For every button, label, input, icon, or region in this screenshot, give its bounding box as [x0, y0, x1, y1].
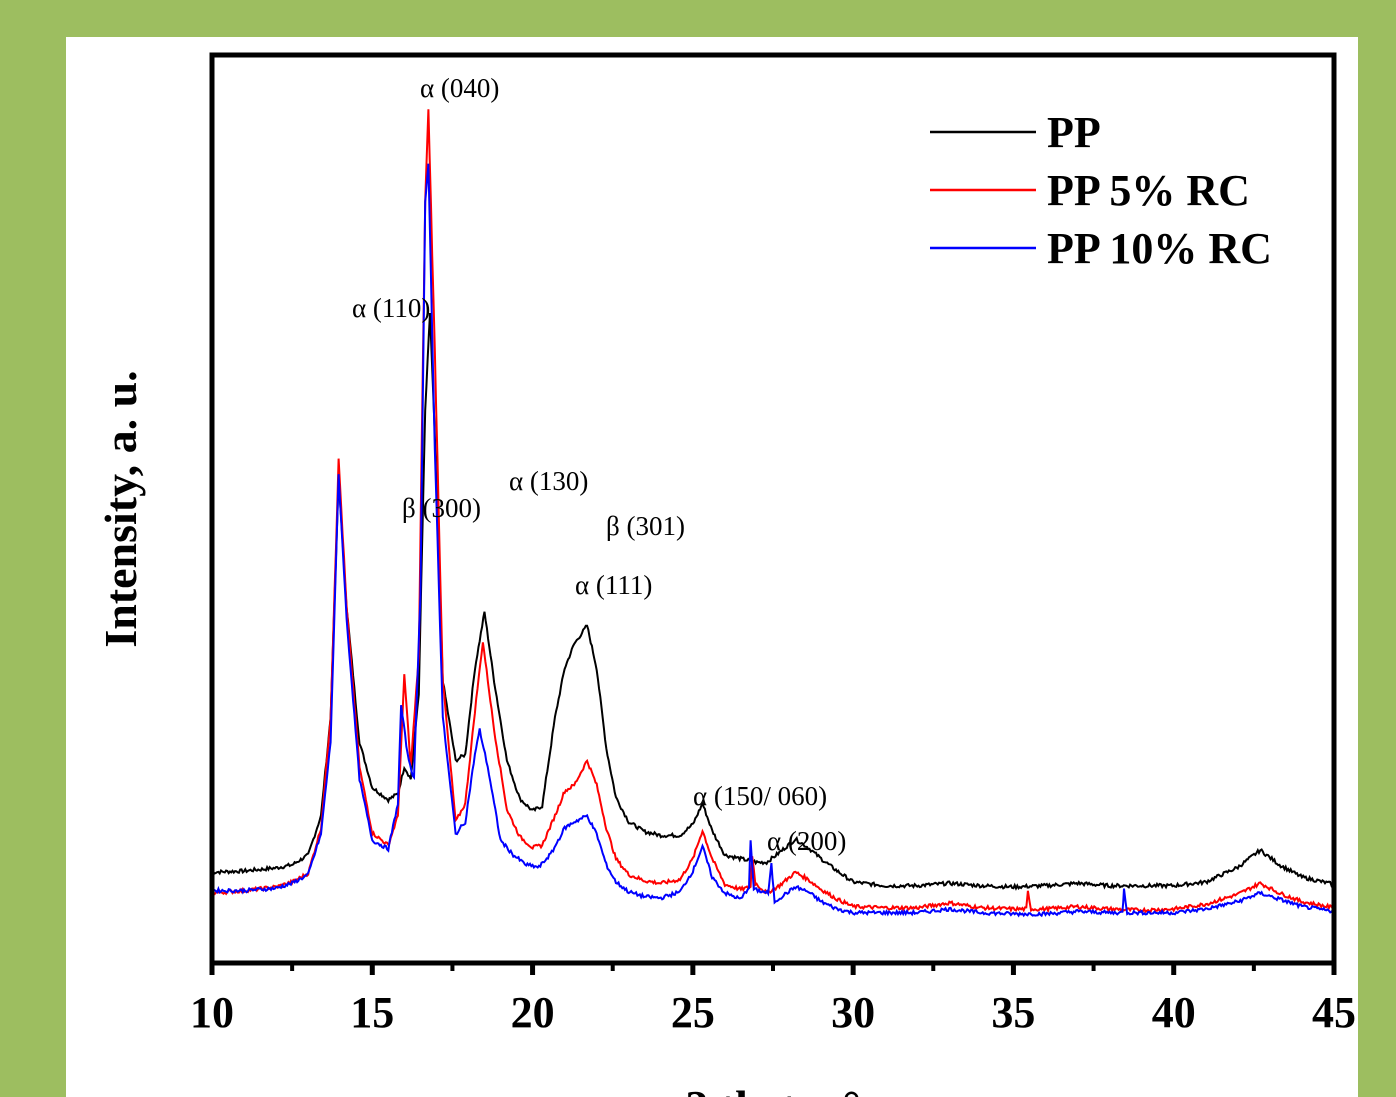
peak-label: β (301): [606, 511, 685, 541]
legend-label: PP 5% RC: [1047, 166, 1250, 215]
peak-label: α (130): [509, 466, 588, 496]
legend-label: PP 10% RC: [1047, 224, 1272, 273]
peak-label: β (300): [402, 493, 481, 523]
x-axis-label: 2 theta, °: [685, 1081, 861, 1097]
x-tick-label: 20: [511, 988, 555, 1037]
legend-label: PP: [1047, 108, 1101, 157]
peak-label: α (040): [420, 73, 499, 103]
legend: PP PP 5% RC PP 10% RC: [930, 108, 1272, 273]
plot-frame: [209, 52, 1337, 966]
x-tick-label: 35: [991, 988, 1035, 1037]
x-tick-label: 40: [1152, 988, 1196, 1037]
x-tick-label: 30: [831, 988, 875, 1037]
peak-label: α (150/ 060): [693, 781, 827, 811]
y-axis-label: Intensity, a. u.: [95, 370, 146, 647]
series-line-3: [211, 163, 1335, 918]
x-tick-label: 15: [350, 988, 394, 1037]
peak-label: α (111): [575, 570, 652, 600]
x-tick-label: 45: [1312, 988, 1356, 1037]
series-line-2: [211, 109, 1335, 914]
series-layer: [211, 109, 1335, 918]
x-ticks: 10 15 20 25 30 35 40 45: [190, 963, 1356, 1037]
x-tick-label: 10: [190, 988, 234, 1037]
peak-label: α (110): [352, 293, 430, 323]
xrd-chart: 10 15 20 25 30 35 40 45 α (040)α (110)β (300)α …: [95, 52, 1356, 1097]
peak-label: α (200): [767, 826, 846, 856]
x-tick-label: 25: [671, 988, 715, 1037]
chart-panel: 10 15 20 25 30 35 40 45 α (040) α (110) β (300) α …: [66, 37, 1358, 1097]
peak-annotations: α (040) α (110) β (300) α (130) β (301) α (11…: [352, 73, 846, 856]
